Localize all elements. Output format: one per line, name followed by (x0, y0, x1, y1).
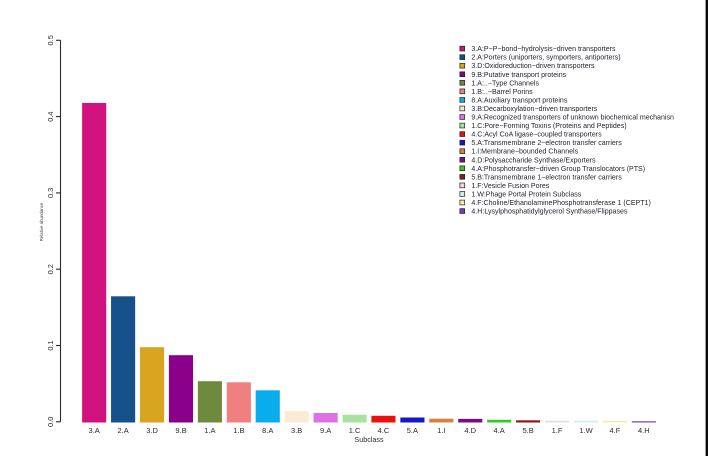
svg-text:1.A: 1.A (204, 426, 215, 435)
svg-text:2.A: 2.A (117, 426, 128, 435)
svg-text:4.H: 4.H (638, 426, 650, 435)
svg-text:4.A: 4.A (494, 426, 505, 435)
svg-text:8.A:Auxiliary transport protei: 8.A:Auxiliary transport proteins (471, 97, 567, 104)
svg-text:4.C: 4.C (378, 426, 390, 435)
svg-text:1.C:Pore−Forming Toxins (Prote: 1.C:Pore−Forming Toxins (Proteins and Pe… (471, 123, 626, 130)
svg-text:0.2: 0.2 (46, 264, 55, 274)
svg-text:1.W: 1.W (579, 426, 593, 435)
svg-text:5.A:Transmembrane 2−electron t: 5.A:Transmembrane 2−electron transfer ca… (471, 140, 622, 147)
svg-text:4.D:Polysaccharide Synthase/Ex: 4.D:Polysaccharide Synthase/Exporters (471, 157, 596, 164)
svg-text:1.A:..−Type Channels: 1.A:..−Type Channels (471, 80, 539, 87)
svg-text:0.0: 0.0 (46, 417, 55, 427)
svg-text:Relative abundance: Relative abundance (39, 202, 44, 241)
svg-text:2.A:Porters (uniporters, sympo: 2.A:Porters (uniporters, symporters, ant… (471, 55, 620, 62)
svg-text:1.C: 1.C (349, 426, 361, 435)
svg-text:9.B: 9.B (175, 426, 186, 435)
svg-text:9.A: 9.A (320, 426, 331, 435)
svg-text:4.F: 4.F (609, 426, 620, 435)
svg-text:3.A: 3.A (89, 426, 100, 435)
svg-text:4.C:Acyl CoA ligase−coupled tr: 4.C:Acyl CoA ligase−coupled transporters (471, 132, 602, 139)
svg-text:9.B:Putative transport protein: 9.B:Putative transport proteins (471, 72, 566, 79)
svg-text:1.W:Phage Portal Protein Subcl: 1.W:Phage Portal Protein Subclass (471, 191, 581, 198)
svg-text:0.1: 0.1 (46, 340, 55, 350)
svg-text:8.A: 8.A (262, 426, 273, 435)
svg-text:1.B:..−Barrel Porins: 1.B:..−Barrel Porins (471, 89, 533, 96)
svg-text:0.3: 0.3 (46, 188, 55, 198)
svg-text:4.A:Phosphotransfer−driven Gro: 4.A:Phosphotransfer−driven Group Translo… (471, 166, 645, 173)
svg-text:3.B:Decarboxylation−driven tra: 3.B:Decarboxylation−driven transporters (471, 106, 597, 113)
svg-text:5.B:Transmembrane 1−electron t: 5.B:Transmembrane 1−electron transfer ca… (471, 174, 622, 181)
svg-text:4.F:Choline/EthanolaminePhosph: 4.F:Choline/EthanolaminePhosphotransfera… (471, 200, 650, 207)
svg-text:1.I: 1.I (437, 426, 445, 435)
svg-text:1.I:Membrane−bounded Channels: 1.I:Membrane−bounded Channels (471, 149, 578, 156)
svg-text:4.H:Lysylphosphatidylglycerol: 4.H:Lysylphosphatidylglycerol Synthase/F… (471, 209, 628, 216)
svg-text:Subclass: Subclass (354, 435, 384, 444)
svg-text:5.A: 5.A (407, 426, 418, 435)
svg-text:1.F:Vesicle Fusion Pores: 1.F:Vesicle Fusion Pores (471, 183, 549, 190)
svg-text:1.F: 1.F (552, 426, 563, 435)
svg-text:9.A:Recognized transporters of: 9.A:Recognized transporters of unknown b… (471, 115, 674, 122)
svg-text:1.B: 1.B (233, 426, 244, 435)
svg-text:3.D:Oxidoreduction−driven tran: 3.D:Oxidoreduction−driven transporters (471, 63, 595, 70)
svg-text:5.B: 5.B (522, 426, 533, 435)
svg-text:3.B: 3.B (291, 426, 302, 435)
svg-text:3.A:P−P−bond−hydrolysis−driven: 3.A:P−P−bond−hydrolysis−driven transport… (471, 46, 616, 53)
svg-text:4.D: 4.D (464, 426, 476, 435)
svg-text:0.5: 0.5 (46, 35, 55, 45)
svg-text:3.D: 3.D (146, 426, 158, 435)
svg-text:0.4: 0.4 (46, 111, 55, 121)
